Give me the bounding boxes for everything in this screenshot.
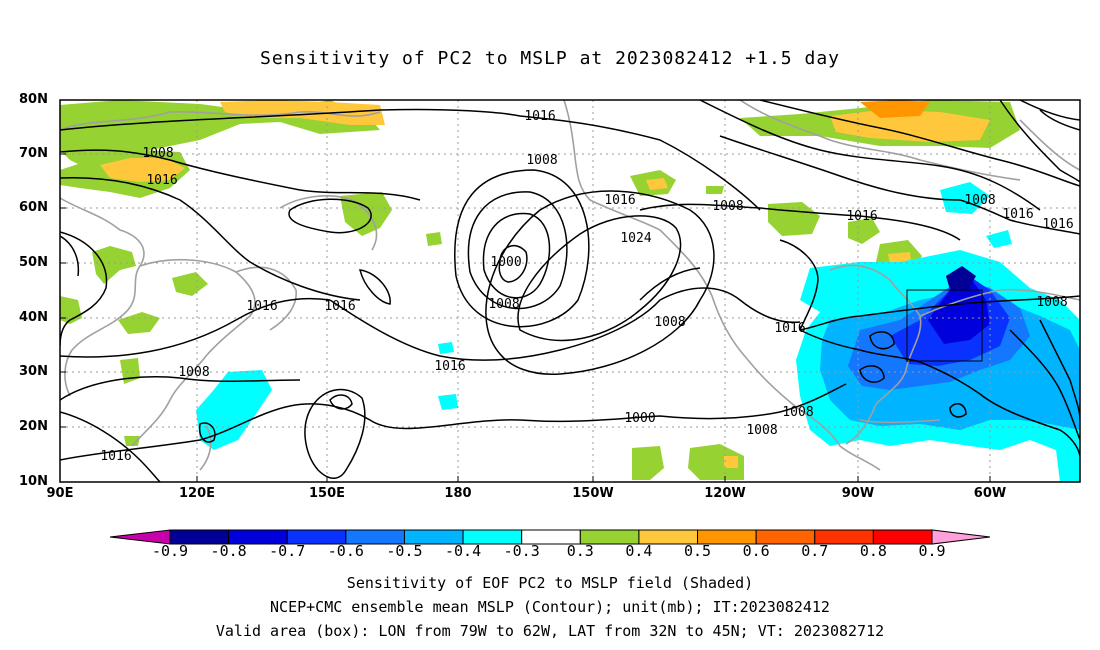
negative-shading xyxy=(196,182,1080,482)
map-frame xyxy=(59,99,1081,483)
colorbar-tick-label: -0.9 xyxy=(151,542,189,560)
mslp-contours xyxy=(60,100,1080,482)
contour-label: 1016 xyxy=(1002,207,1033,222)
contour-label: 1008 xyxy=(782,405,813,420)
lon-label-90w: 90W xyxy=(841,486,875,501)
contour-label: 1000 xyxy=(624,411,655,426)
colorbar-tick-label: 0.8 xyxy=(859,542,887,560)
lon-label-150w: 150W xyxy=(572,486,614,501)
colorbar-tick-label: 0.5 xyxy=(683,542,712,560)
colorbar-tick-label: 0.3 xyxy=(566,542,594,560)
contour-label: 1024 xyxy=(620,231,651,246)
contour-label: 1008 xyxy=(142,146,173,161)
contour-label: 1016 xyxy=(434,359,465,374)
axis-ticks xyxy=(60,99,991,483)
lat-label-70n: 70N xyxy=(19,146,48,161)
colorbar-tick-label: -0.7 xyxy=(269,542,306,560)
contour-label: 1008 xyxy=(178,365,209,380)
contour-label: 1016 xyxy=(1042,217,1073,232)
lat-label-30n: 30N xyxy=(19,364,48,379)
colorbar-tick-label: -0.3 xyxy=(503,542,540,560)
colorbar-tick-label: 0.9 xyxy=(918,542,946,560)
lon-label-150e: 150E xyxy=(308,486,346,501)
contour-labels: 1016 1008 1016 1008 1016 1008 1024 1000 1008 1016… xyxy=(100,109,1073,464)
lat-label-10n: 10N xyxy=(19,474,48,489)
contour-label: 1000 xyxy=(490,255,521,270)
colorbar-tick-label: 0.7 xyxy=(801,542,829,560)
contour-label: 1016 xyxy=(604,193,635,208)
contour-label: 1008 xyxy=(654,315,685,330)
lon-label-120e: 120E xyxy=(178,486,216,501)
lat-lon-grid xyxy=(60,100,1080,482)
chart-title: Sensitivity of PC2 to MSLP at 2023082412… xyxy=(259,48,840,69)
contour-label: 1016 xyxy=(246,299,277,314)
contour-label: 1016 xyxy=(524,109,555,124)
caption-line-1: Sensitivity of EOF PC2 to MSLP field (Sh… xyxy=(346,574,754,592)
lon-label-120w: 120W xyxy=(704,486,746,501)
lat-label-80n: 80N xyxy=(19,92,48,107)
caption-line-3: Valid area (box): LON from 79W to 62W, L… xyxy=(215,622,885,640)
contour-label: 1016 xyxy=(846,209,877,224)
valid-area-box xyxy=(906,289,983,362)
lon-label-60w: 60W xyxy=(973,486,1007,501)
contour-label: 1016 xyxy=(100,449,131,464)
colorbar-tick-label: -0.5 xyxy=(386,542,423,560)
positive-shading xyxy=(60,100,1020,480)
lon-label-180: 180 xyxy=(444,486,472,501)
lat-label-40n: 40N xyxy=(19,310,48,325)
contour-label: 1016 xyxy=(324,299,355,314)
contour-label: 1008 xyxy=(488,297,519,312)
contour-label: 1008 xyxy=(1036,295,1067,310)
colorbar-tick-label: -0.4 xyxy=(445,542,482,560)
contour-label: 1008 xyxy=(526,153,557,168)
contour-label: 1008 xyxy=(746,423,777,438)
colorbar-tick-label: 0.4 xyxy=(625,542,653,560)
colorbar-tick-label: 0.6 xyxy=(742,542,770,560)
caption-line-2: NCEP+CMC ensemble mean MSLP (Contour); u… xyxy=(270,598,830,616)
contour-label: 1008 xyxy=(712,199,743,214)
contour-label: 1016 xyxy=(774,321,805,336)
lon-label-90e: 90E xyxy=(46,486,74,501)
colorbar-tick-label: -0.6 xyxy=(327,542,364,560)
contour-label: 1008 xyxy=(964,193,995,208)
lat-label-50n: 50N xyxy=(19,255,48,270)
contour-label: 1016 xyxy=(146,173,177,188)
lat-label-20n: 20N xyxy=(19,419,48,434)
colorbar-tick-label: -0.8 xyxy=(210,542,247,560)
lat-label-60n: 60N xyxy=(19,200,48,215)
